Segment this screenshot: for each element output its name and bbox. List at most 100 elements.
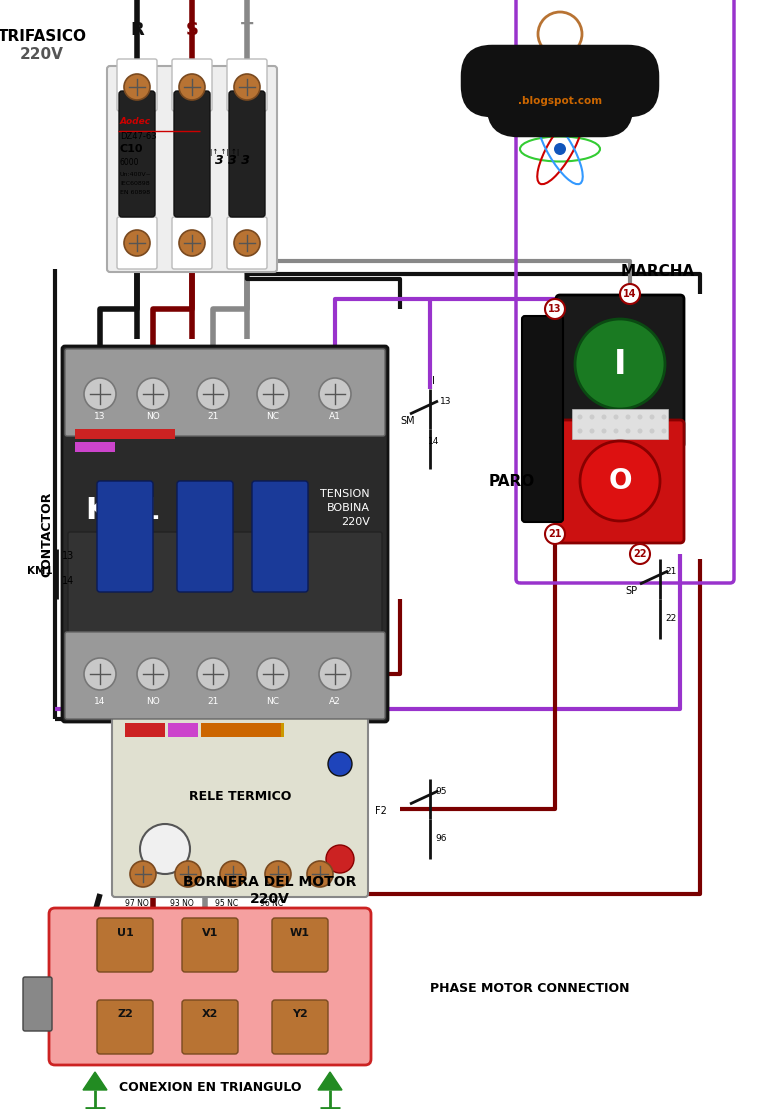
Text: 13: 13 [440, 397, 451, 406]
Circle shape [661, 415, 667, 419]
Circle shape [580, 441, 660, 521]
Circle shape [234, 74, 260, 100]
Circle shape [650, 415, 654, 419]
Circle shape [578, 428, 582, 434]
Circle shape [590, 415, 594, 419]
Text: Aodec: Aodec [120, 118, 151, 126]
Text: 22: 22 [633, 549, 647, 559]
Text: TENSION
BOBINA
220V: TENSION BOBINA 220V [321, 489, 370, 527]
Text: F2: F2 [375, 806, 387, 816]
Text: 13: 13 [548, 304, 562, 314]
Circle shape [650, 428, 654, 434]
Text: BORNERA DEL MOTOR: BORNERA DEL MOTOR [183, 875, 356, 889]
Circle shape [84, 658, 116, 690]
Circle shape [630, 545, 650, 564]
Text: .blogspot.com: .blogspot.com [518, 96, 602, 106]
Text: 21: 21 [207, 696, 219, 706]
Polygon shape [318, 1072, 342, 1090]
FancyBboxPatch shape [68, 532, 382, 635]
Text: 14: 14 [428, 437, 439, 446]
Text: U1: U1 [116, 928, 133, 938]
Circle shape [137, 658, 169, 690]
Text: CONTACTOR: CONTACTOR [40, 491, 53, 577]
Text: 13: 13 [62, 551, 74, 561]
Text: RELE TERMICO: RELE TERMICO [188, 791, 291, 804]
Circle shape [625, 415, 631, 419]
Circle shape [234, 230, 260, 256]
FancyBboxPatch shape [556, 295, 684, 448]
Text: 95 NC: 95 NC [215, 899, 238, 908]
FancyBboxPatch shape [65, 349, 385, 436]
Circle shape [124, 230, 150, 256]
Circle shape [554, 143, 566, 155]
Circle shape [545, 299, 565, 319]
Text: IEC60898: IEC60898 [120, 181, 150, 186]
FancyBboxPatch shape [49, 908, 371, 1065]
Text: 96: 96 [435, 834, 447, 843]
Circle shape [590, 428, 594, 434]
FancyBboxPatch shape [252, 481, 308, 592]
Circle shape [257, 658, 289, 690]
Text: EN 60898: EN 60898 [120, 190, 150, 195]
Text: Y2: Y2 [292, 1009, 308, 1019]
Text: 97 NO: 97 NO [125, 899, 149, 908]
Text: 14: 14 [94, 696, 106, 706]
Text: 21: 21 [665, 567, 676, 576]
Text: NO: NO [146, 696, 160, 706]
Circle shape [140, 824, 190, 874]
Text: I: I [614, 347, 626, 380]
Text: NO: NO [146, 413, 160, 421]
Text: 14: 14 [623, 289, 637, 299]
Circle shape [220, 861, 246, 887]
Circle shape [613, 428, 619, 434]
FancyBboxPatch shape [107, 67, 277, 272]
FancyBboxPatch shape [172, 217, 212, 269]
Circle shape [578, 415, 582, 419]
FancyBboxPatch shape [272, 1000, 328, 1054]
Bar [201, 723, 241, 737]
Circle shape [661, 428, 667, 434]
FancyBboxPatch shape [229, 91, 265, 217]
Text: 220V: 220V [20, 47, 64, 62]
Circle shape [575, 319, 665, 409]
Text: CONEXION EN TRIANGULO: CONEXION EN TRIANGULO [119, 1081, 301, 1093]
Circle shape [613, 415, 619, 419]
Circle shape [137, 378, 169, 410]
FancyBboxPatch shape [182, 1000, 238, 1054]
Circle shape [625, 428, 631, 434]
Text: Un:400V~: Un:400V~ [120, 172, 152, 177]
Text: PHASE MOTOR CONNECTION: PHASE MOTOR CONNECTION [430, 983, 630, 996]
Text: NC: NC [267, 413, 280, 421]
FancyBboxPatch shape [272, 918, 328, 971]
FancyBboxPatch shape [177, 481, 233, 592]
Bar [75, 429, 175, 439]
Text: DZ47-63: DZ47-63 [120, 132, 157, 141]
Circle shape [84, 378, 116, 410]
FancyBboxPatch shape [182, 918, 238, 971]
Polygon shape [83, 1072, 107, 1090]
Circle shape [124, 74, 150, 100]
Text: R: R [130, 21, 144, 39]
Circle shape [197, 658, 229, 690]
Text: 220V: 220V [250, 892, 290, 906]
Text: O: O [608, 467, 632, 495]
FancyBboxPatch shape [174, 91, 210, 217]
FancyBboxPatch shape [556, 420, 684, 543]
Text: C10: C10 [120, 144, 144, 154]
Text: A2: A2 [329, 696, 341, 706]
Text: SM: SM [400, 416, 415, 426]
FancyBboxPatch shape [65, 632, 385, 719]
FancyBboxPatch shape [97, 1000, 153, 1054]
Bar [201, 723, 281, 737]
Circle shape [545, 523, 565, 545]
Circle shape [307, 861, 333, 887]
Circle shape [175, 861, 201, 887]
FancyBboxPatch shape [119, 91, 155, 217]
FancyBboxPatch shape [23, 977, 52, 1031]
FancyBboxPatch shape [117, 59, 157, 111]
Text: KM1: KM1 [85, 496, 160, 525]
Circle shape [179, 230, 205, 256]
FancyBboxPatch shape [227, 217, 267, 269]
Text: 21: 21 [207, 413, 219, 421]
Bar [125, 723, 165, 737]
